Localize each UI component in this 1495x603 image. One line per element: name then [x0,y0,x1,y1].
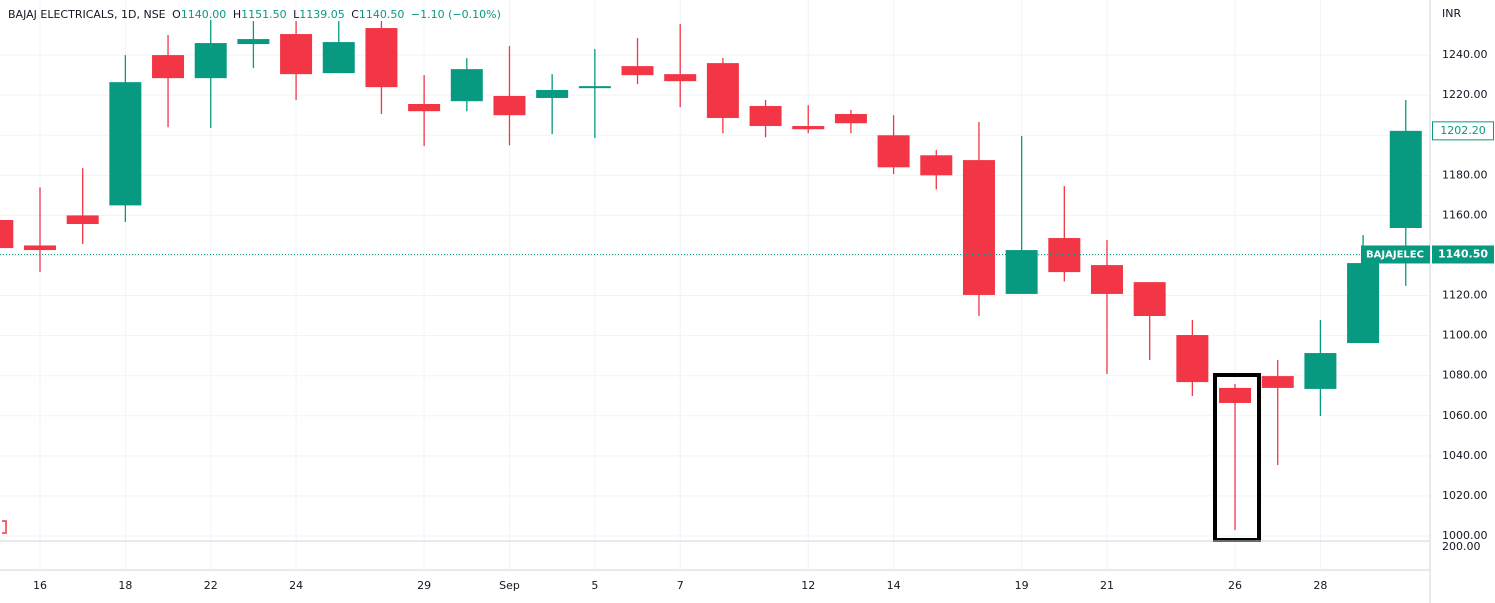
candle-body [24,245,56,251]
candle-body [706,63,739,119]
candle-body [877,135,910,168]
candle-body [194,43,227,79]
candle-body [1261,376,1294,388]
candle-body [962,160,995,295]
candle-body [1091,265,1123,294]
highlight-box [1213,373,1261,542]
candle-body [109,82,142,206]
x-tick-label: 22 [204,579,218,592]
high-label: H [233,8,241,21]
candle-body [280,34,313,75]
candle-body [536,89,569,98]
y-tick-label: 1160.00 [1442,208,1488,221]
candle-body [1304,353,1337,389]
symbol: BAJAJ ELECTRICALS, 1D, NSE [8,8,166,21]
candle-body [749,105,782,127]
legend-header: BAJAJ ELECTRICALS, 1D, NSE O1140.00 H115… [8,8,501,21]
last-price-box [1432,121,1494,141]
currency: INR [1442,7,1461,20]
last-price-label: 1202.20 [1440,124,1486,137]
x-tick-label: 28 [1313,579,1327,592]
candle-body [493,95,526,116]
candles [0,20,1430,530]
candle-body [1176,335,1209,383]
current-price-bg [1432,245,1494,264]
close-label: C [351,8,359,21]
candle-body [152,55,185,79]
x-tick-label: 5 [591,579,598,592]
x-tick-label: 14 [887,579,901,592]
candle-body [322,42,355,74]
candle-body [365,28,398,88]
candle-body [1347,263,1380,344]
x-tick-label: 7 [677,579,684,592]
y-tick-label: 1000.00 [1442,529,1488,542]
candle-body [1389,130,1422,229]
x-tick-label: 29 [417,579,431,592]
low-label: L [293,8,300,21]
candle-body [1048,238,1081,273]
low-value: 1139.05 [299,8,345,21]
candle-body [450,69,483,102]
x-tick-label: 18 [118,579,132,592]
y-tick-label: 1180.00 [1442,168,1488,181]
x-tick-label: 21 [1100,579,1114,592]
current-price-label: 1140.50 [1438,247,1488,260]
pane-marker [2,520,7,534]
candle-body [1133,282,1166,316]
open-value: 1140.00 [181,8,227,21]
x-tick-label: 19 [1015,579,1029,592]
candle-body [408,103,441,112]
x-tick-label: 24 [289,579,303,592]
candle-body [1219,387,1252,403]
y-tick-label: 1060.00 [1442,409,1488,422]
candle-body [578,86,611,89]
symbol-tag-bg [1361,245,1430,264]
candle-body [66,215,99,225]
candle-body [621,66,654,76]
candle-body [0,220,14,249]
y-tick-label: 1080.00 [1442,369,1488,382]
high-value: 1151.50 [241,8,287,21]
symbol-tag: BAJAJELEC [1366,249,1424,260]
x-tick-label: 16 [33,579,47,592]
candle-body [1005,250,1038,294]
y-tick-label: 1100.00 [1442,329,1488,342]
y-tick-label: 1220.00 [1442,88,1488,101]
y-tick-label: 1240.00 [1442,48,1488,61]
close-value: 1140.50 [359,8,405,21]
y-tick-label: 1020.00 [1442,489,1488,502]
lower-pane-label: 200.00 [1442,540,1481,553]
open-label: O [172,8,181,21]
candle-body [664,74,697,82]
x-tick-label: 26 [1228,579,1242,592]
candle-body [792,126,825,130]
candle-body [920,155,953,176]
x-tick-label: Sep [499,579,520,592]
y-tick-label: 1040.00 [1442,449,1488,462]
y-tick-label: 1120.00 [1442,289,1488,302]
change-value: −1.10 (−0.10%) [411,8,501,21]
x-tick-label: 12 [801,579,815,592]
candle-body [237,39,270,45]
candle-body [834,114,867,124]
